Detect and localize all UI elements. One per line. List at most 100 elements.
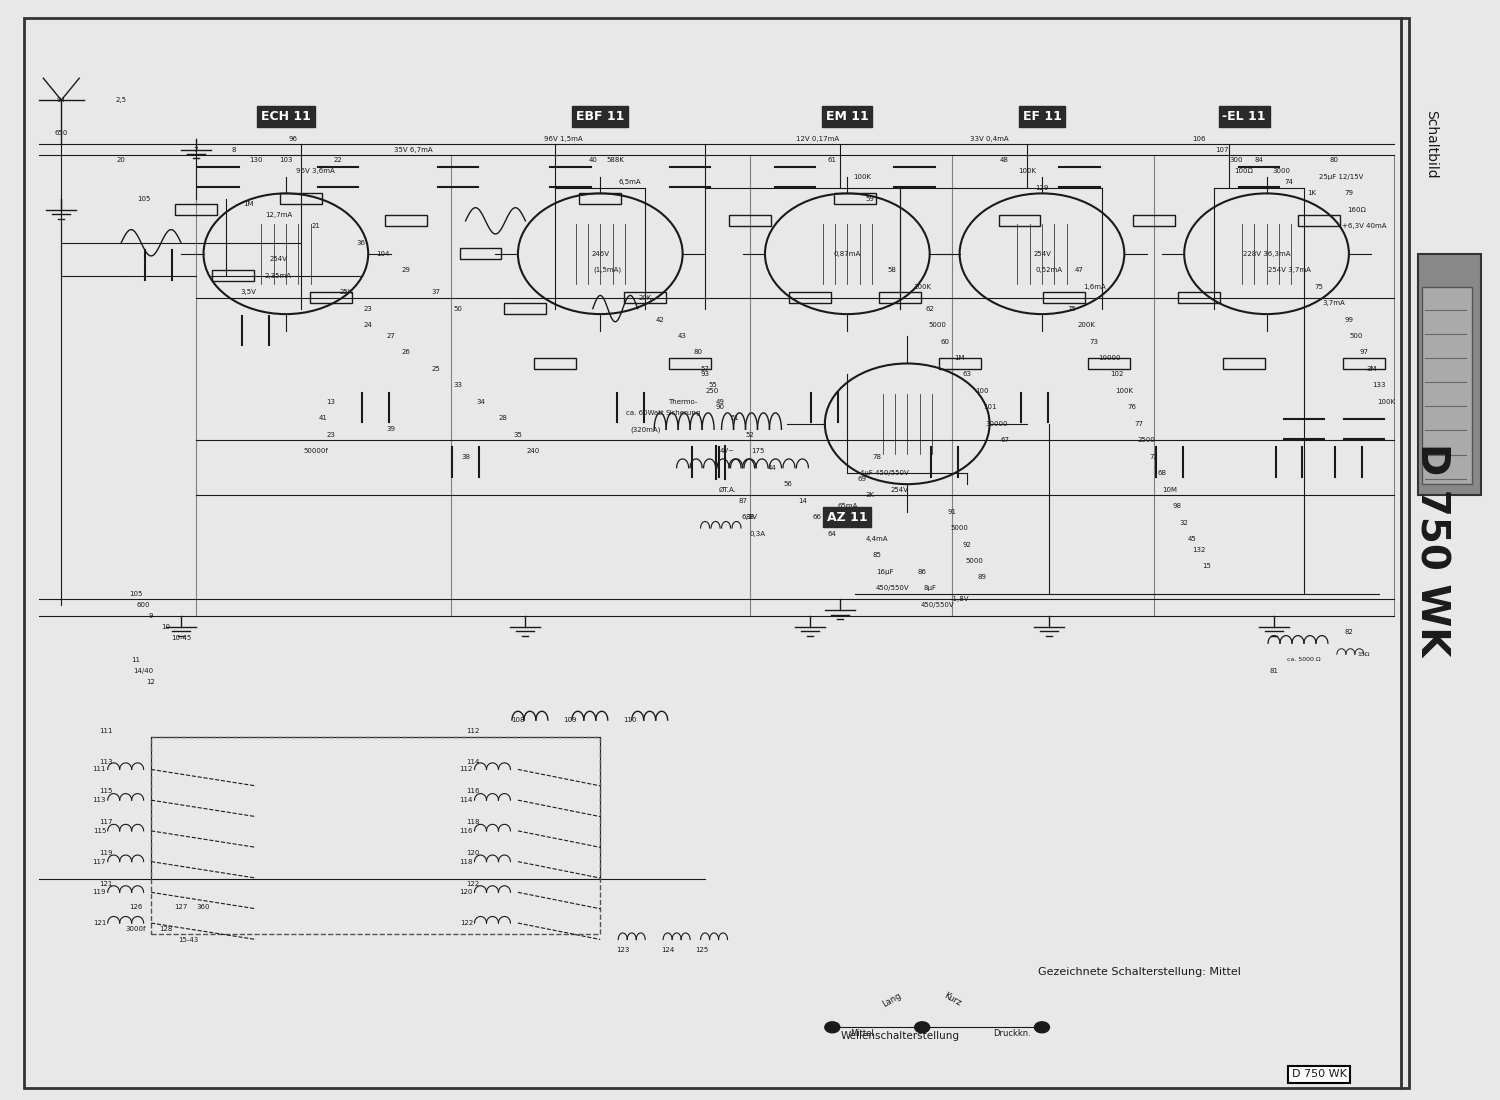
Text: EM 11: EM 11 <box>827 110 868 123</box>
Bar <box>669 358 711 368</box>
Text: Thermo-: Thermo- <box>668 399 698 405</box>
Bar <box>310 293 351 304</box>
Text: 1,6mA: 1,6mA <box>1083 284 1106 289</box>
Text: Lang: Lang <box>880 991 903 1009</box>
Text: 80: 80 <box>693 350 702 355</box>
Text: 74: 74 <box>1284 179 1293 186</box>
Text: 127: 127 <box>174 903 188 910</box>
Text: 55: 55 <box>708 383 717 388</box>
Text: 37: 37 <box>430 289 439 295</box>
Text: -EL 11: -EL 11 <box>1222 110 1266 123</box>
Text: 228V 36,3mA: 228V 36,3mA <box>1244 251 1290 256</box>
Text: 120: 120 <box>466 850 480 856</box>
Text: 23: 23 <box>327 432 334 438</box>
Text: 47: 47 <box>1076 267 1084 273</box>
Text: ca. 60Watt: ca. 60Watt <box>627 410 664 416</box>
Text: 56: 56 <box>783 481 792 487</box>
Text: 114: 114 <box>459 798 472 803</box>
Text: 22: 22 <box>334 157 342 164</box>
Bar <box>504 304 546 315</box>
Text: 32: 32 <box>1180 519 1188 526</box>
Text: 100K: 100K <box>1377 399 1395 405</box>
Text: 119: 119 <box>99 850 112 856</box>
Text: 2,35mA: 2,35mA <box>266 273 292 278</box>
Text: 69: 69 <box>858 475 867 482</box>
Text: 133: 133 <box>1372 383 1386 388</box>
Text: 115: 115 <box>99 789 112 794</box>
Text: 21: 21 <box>312 223 320 229</box>
Text: 12,7mA: 12,7mA <box>266 212 292 218</box>
Text: 42: 42 <box>656 317 664 322</box>
Text: 72: 72 <box>1150 453 1158 460</box>
Text: 124: 124 <box>662 947 675 954</box>
Bar <box>789 293 831 304</box>
Text: 160Ω: 160Ω <box>1347 207 1366 213</box>
Text: 6,5mA: 6,5mA <box>620 179 642 186</box>
Text: 8μF: 8μF <box>922 585 936 592</box>
Text: 175: 175 <box>752 449 764 454</box>
Text: 90: 90 <box>716 405 724 410</box>
Text: 25: 25 <box>430 366 439 372</box>
Text: 0,87mA: 0,87mA <box>834 251 861 256</box>
Text: 3000f: 3000f <box>126 925 147 932</box>
Text: 3,7mA: 3,7mA <box>1323 300 1346 306</box>
Text: 254V: 254V <box>891 486 909 493</box>
Text: 73: 73 <box>1090 339 1100 344</box>
Text: 30000: 30000 <box>986 421 1008 427</box>
Text: 63: 63 <box>963 372 972 377</box>
Text: 450/550V: 450/550V <box>876 585 909 592</box>
Text: 33: 33 <box>453 383 462 388</box>
Text: 107: 107 <box>1215 146 1228 153</box>
Text: 117: 117 <box>99 820 112 825</box>
Text: 12: 12 <box>147 679 156 684</box>
Text: 85: 85 <box>873 552 882 559</box>
Circle shape <box>1035 1022 1050 1033</box>
Text: 34: 34 <box>476 399 484 405</box>
Bar <box>1178 293 1219 304</box>
Circle shape <box>915 1022 930 1033</box>
Text: 24: 24 <box>364 322 372 328</box>
Text: 16μF: 16μF <box>876 569 894 575</box>
Text: 102: 102 <box>1110 372 1124 377</box>
Text: ECH 11: ECH 11 <box>261 110 310 123</box>
Text: 1M: 1M <box>954 355 964 361</box>
Text: 3,5V: 3,5V <box>240 289 256 295</box>
Text: 112: 112 <box>466 728 480 734</box>
Text: 128: 128 <box>159 925 172 932</box>
Text: 109: 109 <box>564 717 578 723</box>
Text: 360: 360 <box>196 903 210 910</box>
Text: 98: 98 <box>1172 503 1180 509</box>
Text: 1K: 1K <box>1306 190 1316 197</box>
Text: 104: 104 <box>376 251 390 256</box>
Text: 48: 48 <box>1000 157 1010 164</box>
Text: 122: 122 <box>460 920 472 926</box>
Text: 36: 36 <box>356 240 364 245</box>
Text: ØT.A.: ØT.A. <box>718 486 736 493</box>
Text: 3K: 3K <box>865 492 874 498</box>
Text: 121: 121 <box>93 920 106 926</box>
Bar <box>729 216 771 227</box>
Text: 6,3V: 6,3V <box>742 514 758 520</box>
Text: 111: 111 <box>93 767 106 772</box>
Text: 4,4mA: 4,4mA <box>865 536 888 542</box>
Text: D 750 WK: D 750 WK <box>1412 443 1450 657</box>
Text: 27: 27 <box>386 333 394 339</box>
Text: 8: 8 <box>231 146 236 153</box>
Text: EBF 11: EBF 11 <box>576 110 624 123</box>
Text: 77: 77 <box>1136 421 1144 427</box>
Text: 51: 51 <box>730 416 740 421</box>
Text: 0,3A: 0,3A <box>750 530 765 537</box>
Text: EF 11: EF 11 <box>1023 110 1062 123</box>
Text: 65mA: 65mA <box>837 503 858 509</box>
Text: 111: 111 <box>99 728 112 734</box>
Text: 87: 87 <box>738 497 747 504</box>
Bar <box>1422 287 1472 484</box>
Text: 26: 26 <box>400 350 410 355</box>
Text: 110: 110 <box>624 717 638 723</box>
Text: 119: 119 <box>93 889 106 895</box>
Text: 105: 105 <box>129 591 142 597</box>
Bar <box>384 216 426 227</box>
Text: Gezeichnete Schalterstellung: Mittel: Gezeichnete Schalterstellung: Mittel <box>1038 967 1240 978</box>
Text: 100K: 100K <box>914 284 932 289</box>
Text: 28: 28 <box>498 416 507 421</box>
